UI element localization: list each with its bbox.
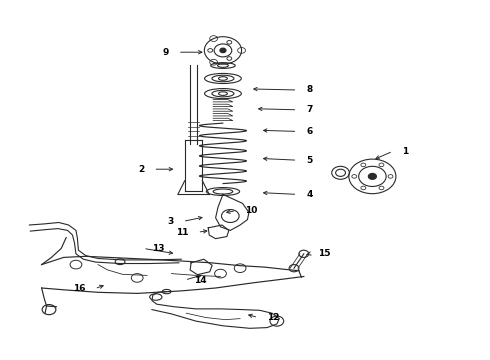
Text: 13: 13 <box>152 244 165 253</box>
Text: 8: 8 <box>306 85 313 94</box>
Text: 4: 4 <box>306 190 313 199</box>
Text: 5: 5 <box>306 156 313 165</box>
Circle shape <box>220 48 226 53</box>
Text: 1: 1 <box>402 147 408 156</box>
Text: 9: 9 <box>163 48 169 57</box>
Text: 7: 7 <box>306 105 313 114</box>
Text: 11: 11 <box>176 228 189 237</box>
Text: 12: 12 <box>267 313 280 322</box>
Text: 15: 15 <box>318 249 331 258</box>
Text: 16: 16 <box>73 284 86 293</box>
Text: 6: 6 <box>306 127 313 136</box>
Circle shape <box>368 174 376 179</box>
Text: 10: 10 <box>245 206 257 215</box>
Text: 14: 14 <box>194 276 206 284</box>
Text: 3: 3 <box>168 217 174 226</box>
Text: 2: 2 <box>138 165 145 174</box>
